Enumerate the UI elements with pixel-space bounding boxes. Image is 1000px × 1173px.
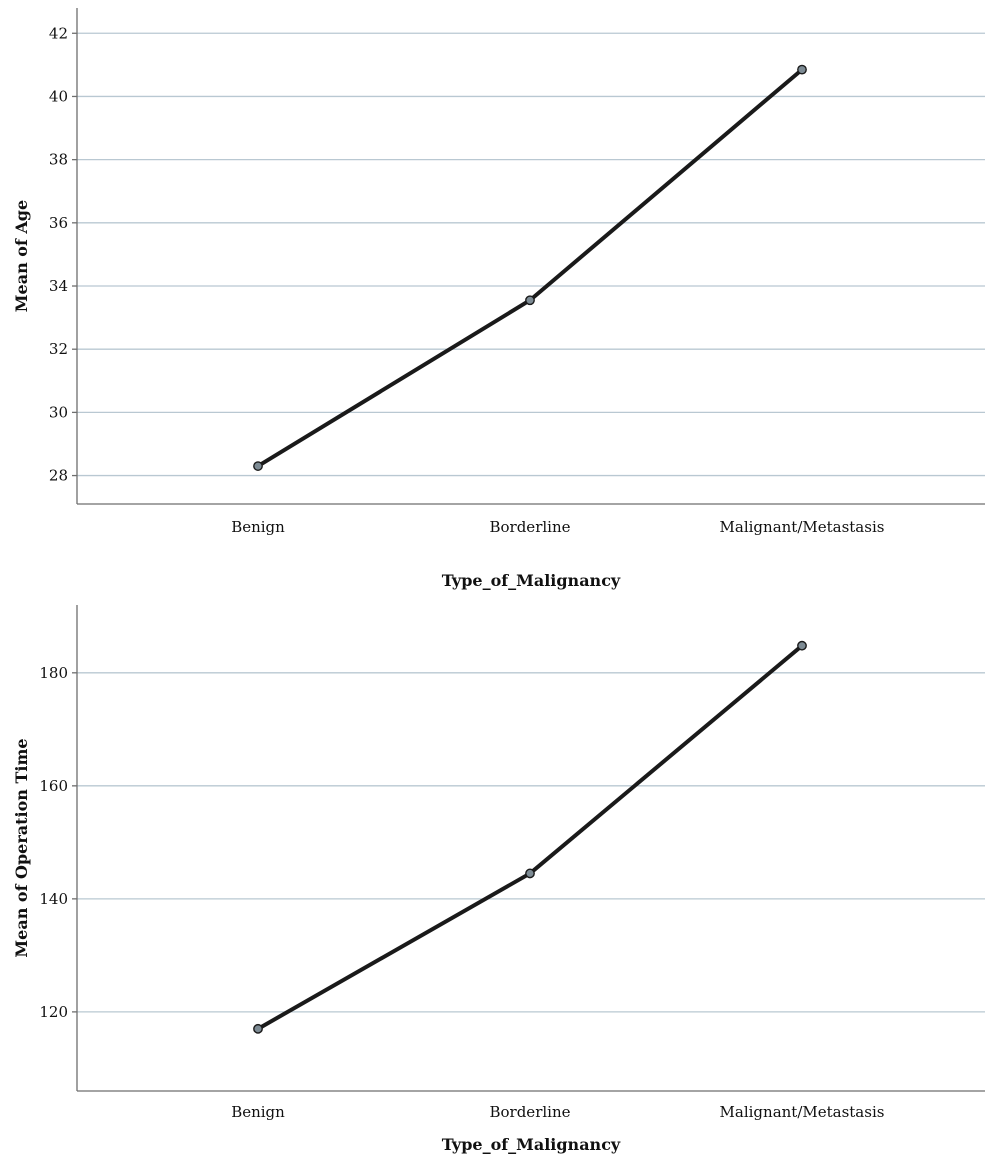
series-line xyxy=(256,67,804,469)
y-tick-label: 120 xyxy=(39,1003,68,1021)
y-axis-title: Mean of Age xyxy=(12,200,31,312)
y-tick-label: 40 xyxy=(49,87,68,105)
y-tick-label: 160 xyxy=(39,777,68,795)
y-tick-label: 34 xyxy=(49,277,68,295)
x-tick-label: Borderline xyxy=(489,518,570,536)
x-tick-label: Benign xyxy=(231,1103,285,1121)
operation-time-chart: 120 140 160 180 Benign Borderline Malignant/Me… xyxy=(12,605,985,1154)
y-tick-label: 38 xyxy=(49,151,68,169)
x-tick-label: Malignant/Metastasis xyxy=(720,1103,885,1121)
series-line xyxy=(256,643,804,1031)
x-axis-title: Type_of_Malignancy xyxy=(442,571,621,590)
y-tick-label: 28 xyxy=(49,467,68,485)
x-tick-label: Malignant/Metastasis xyxy=(720,518,885,536)
y-tick-label: 32 xyxy=(49,340,68,358)
age-chart: 28 30 32 34 36 38 40 42 Benign Borderline Malignan… xyxy=(12,8,985,590)
data-point-borderline xyxy=(525,295,535,306)
x-tick-label: Benign xyxy=(231,518,285,536)
data-point-borderline xyxy=(525,868,535,879)
data-point-benign xyxy=(253,1023,263,1034)
y-tick-label: 42 xyxy=(49,24,68,42)
y-tick-label: 180 xyxy=(39,664,68,682)
data-point-malignant-metastasis xyxy=(797,640,807,651)
y-tick-label: 140 xyxy=(39,890,68,908)
x-tick-label: Borderline xyxy=(489,1103,570,1121)
y-axis-title: Mean of Operation Time xyxy=(12,738,31,957)
x-axis-title: Type_of_Malignancy xyxy=(442,1135,621,1154)
data-point-benign xyxy=(253,461,263,471)
y-tick-label: 30 xyxy=(49,403,68,421)
y-tick-label: 36 xyxy=(49,214,68,232)
data-point-malignant-metastasis xyxy=(797,64,807,75)
